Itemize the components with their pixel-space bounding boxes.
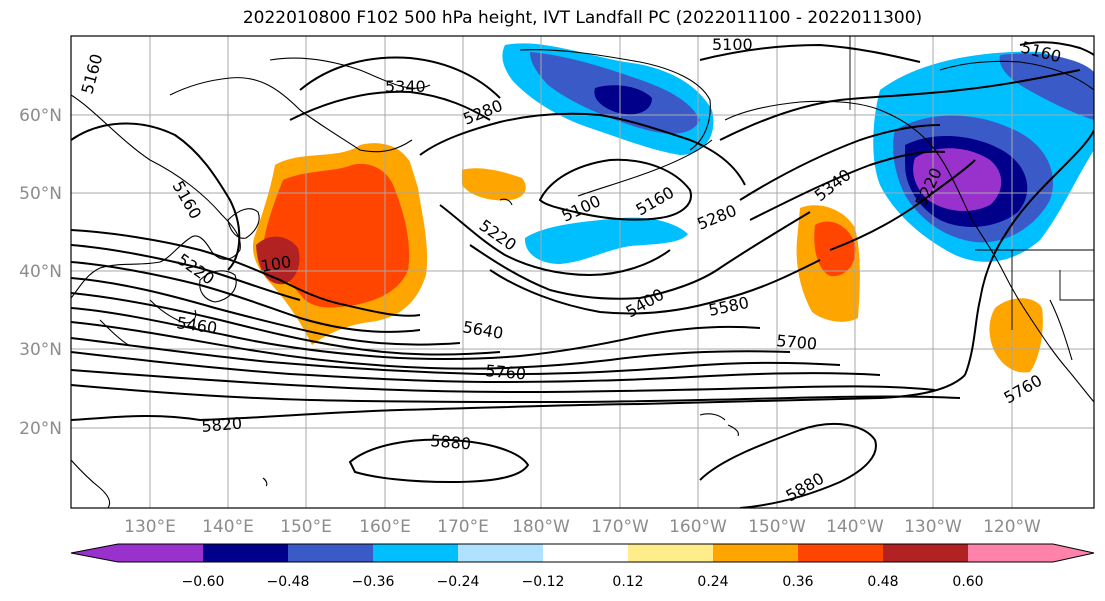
shaded-fields (252, 43, 1094, 373)
lat-label: 40°N (19, 262, 62, 282)
lon-label: 140°W (826, 517, 884, 537)
gridlines (71, 36, 1094, 508)
contour-label: 5340 (385, 77, 426, 96)
colorbar-extend-max (1053, 544, 1094, 562)
lon-label: 180°W (512, 517, 570, 537)
contour-label: 5760 (485, 361, 527, 383)
colorbar-segment (543, 544, 628, 562)
colorbar: −0.60 −0.48 −0.36 −0.24 −0.12 0.12 0.24 … (70, 543, 1095, 590)
positive-field-w-core (262, 163, 410, 308)
lat-label: 60°N (19, 106, 62, 126)
lon-label: 140°E (202, 517, 254, 537)
lon-label: 130°W (904, 517, 962, 537)
colorbar-tick: 0.48 (867, 574, 898, 590)
lon-label: 170°E (437, 517, 489, 537)
negative-field-ne-top (999, 53, 1094, 120)
lon-label: 150°E (280, 517, 332, 537)
colorbar-tick: 0.60 (952, 574, 983, 590)
colorbar-tick: −0.60 (182, 574, 225, 590)
positive-field-w-max (256, 236, 300, 285)
colorbar-tick: −0.24 (437, 574, 480, 590)
colorbar-segment (883, 544, 968, 562)
colorbar-segment (373, 544, 458, 562)
height-contours (71, 41, 1094, 508)
lon-label: 160°W (669, 517, 727, 537)
colorbar-extend-min (71, 544, 118, 562)
colorbar-segment (798, 544, 883, 562)
lat-label: 50°N (19, 184, 62, 204)
lon-label: 160°E (359, 517, 411, 537)
contour-label: 5700 (776, 331, 818, 353)
latitude-labels: 60°N 50°N 40°N 30°N 20°N (19, 106, 62, 439)
colorbar-tick: −0.12 (522, 574, 565, 590)
lon-label: 130°E (124, 517, 176, 537)
contour-label: 5100 (712, 35, 753, 54)
map-title: 2022010800 F102 500 hPa height, IVT Land… (242, 8, 923, 28)
negative-field-north-core (594, 85, 652, 115)
negative-field-ne-core (913, 148, 1002, 212)
positive-field-small (462, 168, 526, 201)
colorbar-segment (203, 544, 288, 562)
negative-field-center (524, 217, 688, 264)
colorbar-tick: −0.48 (267, 574, 310, 590)
colorbar-segment (628, 544, 713, 562)
contour-label: 5880 (430, 431, 472, 453)
longitude-labels: 130°E 140°E 150°E 160°E 170°E 180°W 170°… (124, 517, 1041, 537)
colorbar-segment (288, 544, 373, 562)
contour-label: 5820 (201, 414, 243, 436)
lon-label: 120°W (983, 517, 1041, 537)
colorbar-tick: 0.24 (697, 574, 728, 590)
lon-label: 150°W (748, 517, 806, 537)
colorbar-outline (70, 543, 1095, 563)
map-frame (70, 35, 1095, 509)
lon-label: 170°W (591, 517, 649, 537)
colorbar-tick: −0.36 (352, 574, 395, 590)
colorbar-segment (968, 544, 1053, 562)
colorbar-segment (118, 544, 203, 562)
colorbar-segment (713, 544, 798, 562)
lat-label: 30°N (19, 340, 62, 360)
colorbar-segment (458, 544, 543, 562)
lat-label: 20°N (19, 419, 62, 439)
colorbar-tick: 0.12 (612, 574, 643, 590)
colorbar-tick: 0.36 (782, 574, 813, 590)
